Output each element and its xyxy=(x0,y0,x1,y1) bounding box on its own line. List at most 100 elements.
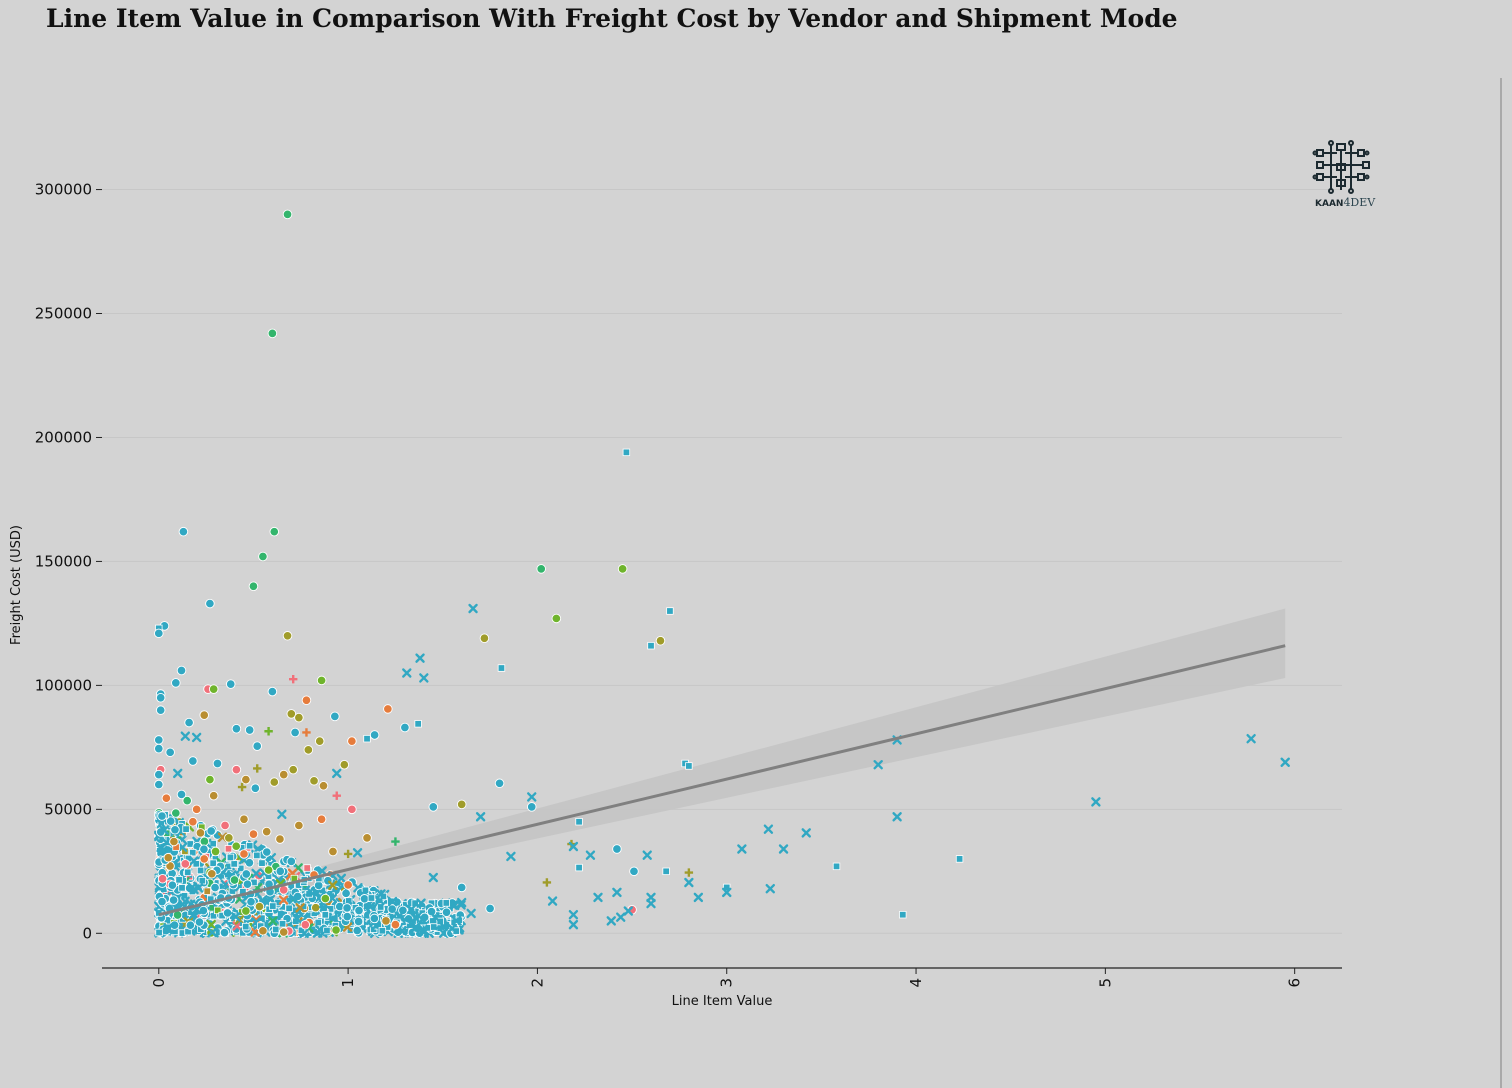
scatter-point xyxy=(341,888,351,899)
scatter-point xyxy=(157,896,167,907)
scatter-point xyxy=(354,905,364,916)
scatter-point xyxy=(225,679,236,689)
scatter-point xyxy=(253,764,262,773)
x-tick-label: 3 xyxy=(718,978,736,988)
scatter-point xyxy=(199,854,209,864)
scatter-point xyxy=(328,880,338,890)
scatter-point xyxy=(155,928,163,937)
scatter-point xyxy=(170,825,180,835)
scatter-point xyxy=(447,923,457,934)
scatter-point xyxy=(832,862,841,871)
scatter-point xyxy=(220,820,230,831)
scatter-point xyxy=(381,916,391,926)
scatter-point xyxy=(376,903,385,911)
scatter-point xyxy=(737,844,747,854)
scatter-point xyxy=(248,581,259,591)
scatter-point xyxy=(157,811,167,821)
scatter-point xyxy=(485,903,495,914)
scatter-point xyxy=(347,804,357,815)
scatter-point xyxy=(288,893,298,903)
scatter-point xyxy=(801,828,811,838)
scatter-point xyxy=(547,896,558,906)
scatter-point xyxy=(226,853,235,862)
scatter-point xyxy=(391,837,400,846)
right-edge-rule xyxy=(1500,78,1502,1088)
scatter-point xyxy=(309,776,319,786)
scatter-point xyxy=(258,859,266,867)
y-tick-label: 50000 xyxy=(44,800,92,818)
scatter-point xyxy=(585,850,596,860)
scatter-point xyxy=(269,777,280,787)
scatter-point xyxy=(436,917,444,926)
scatter-point xyxy=(154,779,164,790)
scatter-point xyxy=(267,686,278,697)
scatter-point xyxy=(685,762,693,770)
scatter-point xyxy=(303,864,311,872)
scatter-point xyxy=(173,768,183,779)
scatter-point xyxy=(267,328,278,339)
scatter-point xyxy=(475,812,486,822)
scatter-point xyxy=(171,678,181,688)
scatter-point xyxy=(315,924,325,935)
scatter-point xyxy=(154,769,164,780)
scatter-point xyxy=(237,782,247,792)
scatter-point xyxy=(448,900,458,910)
scatter-point xyxy=(275,866,286,877)
scatter-point xyxy=(188,756,198,766)
scatter-point xyxy=(171,808,181,818)
scatter-point xyxy=(184,868,192,877)
data-points xyxy=(154,209,1290,939)
scatter-point xyxy=(231,841,241,851)
confidence-band-layer xyxy=(158,608,1286,920)
scatter-point xyxy=(342,911,352,922)
scatter-point xyxy=(288,764,298,775)
scatter-point xyxy=(206,919,216,930)
scatter-point xyxy=(208,684,219,694)
scatter-point xyxy=(199,710,209,720)
scatter-point xyxy=(428,872,438,883)
x-tick-label: 1 xyxy=(339,978,357,988)
scatter-point xyxy=(332,768,342,779)
scatter-point xyxy=(207,927,217,938)
scatter-point xyxy=(184,717,194,728)
scatter-point xyxy=(693,892,704,903)
scatter-point xyxy=(394,911,404,921)
scatter-point xyxy=(369,913,380,924)
scatter-point xyxy=(318,781,329,791)
scatter-point xyxy=(873,760,883,770)
scatter-point xyxy=(178,526,189,537)
scatter-point xyxy=(451,916,462,926)
scatter-point xyxy=(456,799,467,810)
scatter-point xyxy=(892,812,902,822)
scatter-point xyxy=(262,847,272,857)
scatter-point xyxy=(242,922,250,931)
scatter-point xyxy=(193,883,204,893)
logo-brand-right: 4DEV xyxy=(1343,196,1376,209)
scatter-point xyxy=(317,866,327,876)
scatter-point xyxy=(330,711,340,722)
scatter-point xyxy=(375,895,385,906)
scatter-point xyxy=(684,868,694,877)
scatter-point xyxy=(622,448,631,457)
scatter-point xyxy=(593,892,603,903)
scatter-point xyxy=(244,725,255,735)
scatter-point xyxy=(666,607,674,615)
scatter-point xyxy=(390,919,401,930)
scatter-point xyxy=(253,851,261,860)
scatter-point xyxy=(194,917,205,927)
scatter-point xyxy=(263,865,274,875)
scatter-point xyxy=(642,850,652,860)
scatter-point xyxy=(400,722,410,733)
scatter-point xyxy=(230,860,238,868)
circuit-icon xyxy=(1312,140,1370,194)
scatter-point xyxy=(438,921,449,931)
scatter-point xyxy=(302,728,311,737)
scatter-point xyxy=(362,833,372,843)
x-tick-label: 4 xyxy=(907,978,925,988)
scatter-point xyxy=(269,526,280,537)
scatter-point xyxy=(526,802,537,812)
scatter-point xyxy=(342,903,352,913)
scatter-point xyxy=(155,693,166,703)
x-tick-label: 6 xyxy=(1286,978,1304,988)
scatter-point xyxy=(303,745,314,755)
